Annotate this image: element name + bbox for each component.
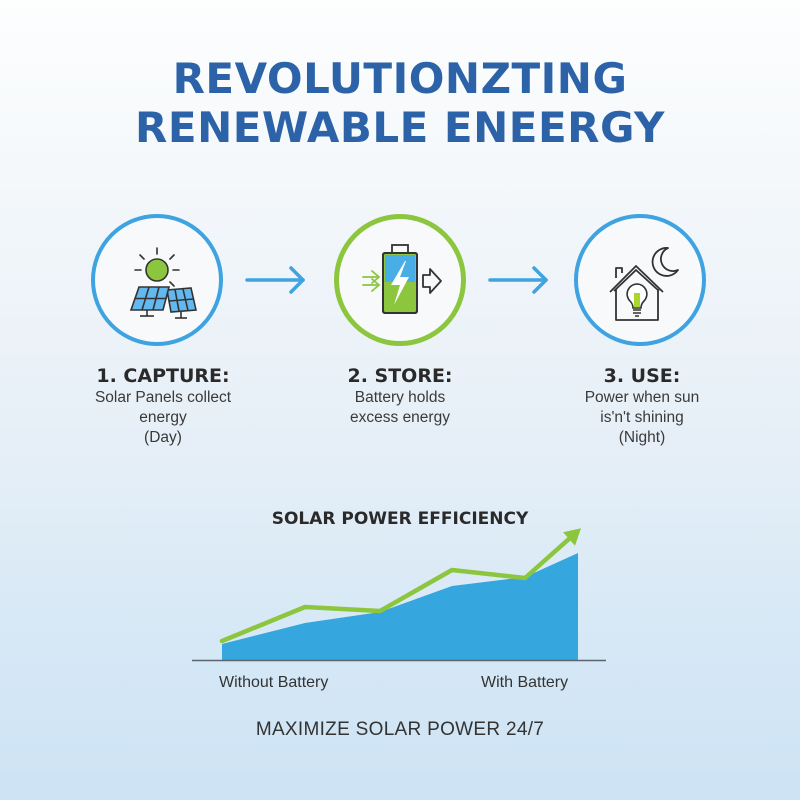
desc-line: Solar Panels collect — [94, 389, 232, 406]
title-line-2: RENEWABLE ENEERGY — [135, 103, 665, 152]
desc-line: excess energy — [350, 409, 450, 426]
title-line-1: REVOLUTIONZTING — [172, 54, 628, 103]
house-lightbulb-moon-icon — [609, 247, 679, 321]
desc-line: (Day) — [144, 429, 182, 446]
step-description: Battery holds excess energy — [290, 388, 510, 428]
use-circle — [574, 214, 706, 346]
desc-line: Power when sun — [584, 389, 700, 406]
arrow-right-icon — [245, 266, 305, 294]
desc-line: is'n't shining — [600, 409, 684, 426]
step-heading: 2. STORE: — [347, 365, 453, 387]
desc-line: (Night) — [618, 429, 666, 446]
step-store: 2. STORE: Battery holds excess energy — [290, 364, 510, 428]
chart-title: SOLAR POWER EFFICIENCY — [271, 509, 529, 529]
step-heading: 1. CAPTURE: — [96, 365, 230, 387]
step-heading: 3. USE: — [603, 365, 681, 387]
capture-circle — [91, 214, 223, 346]
store-circle — [334, 214, 466, 346]
with-battery-line — [219, 535, 573, 644]
solar-panel-sun-icon — [129, 247, 197, 319]
trend-arrowhead-icon — [563, 528, 581, 546]
page-title: REVOLUTIONZTING RENEWABLE ENEERGY — [0, 54, 800, 152]
step-description: Power when sun is'n't shining (Night) — [532, 388, 752, 448]
desc-line: energy — [139, 409, 187, 426]
arrow-right-icon — [488, 266, 548, 294]
tagline: MAXIMIZE SOLAR POWER 24/7 — [255, 719, 545, 740]
desc-line: Battery holds — [354, 389, 446, 406]
x-label-without-battery: Without Battery — [219, 674, 329, 691]
step-description: Solar Panels collect energy (Day) — [53, 388, 273, 448]
x-label-with-battery: With Battery — [481, 674, 569, 691]
step-capture: 1. CAPTURE: Solar Panels collect energy … — [53, 364, 273, 448]
battery-charging-icon — [362, 244, 442, 314]
step-use: 3. USE: Power when sun is'n't shining (N… — [532, 364, 752, 448]
without-battery-area — [222, 553, 578, 660]
